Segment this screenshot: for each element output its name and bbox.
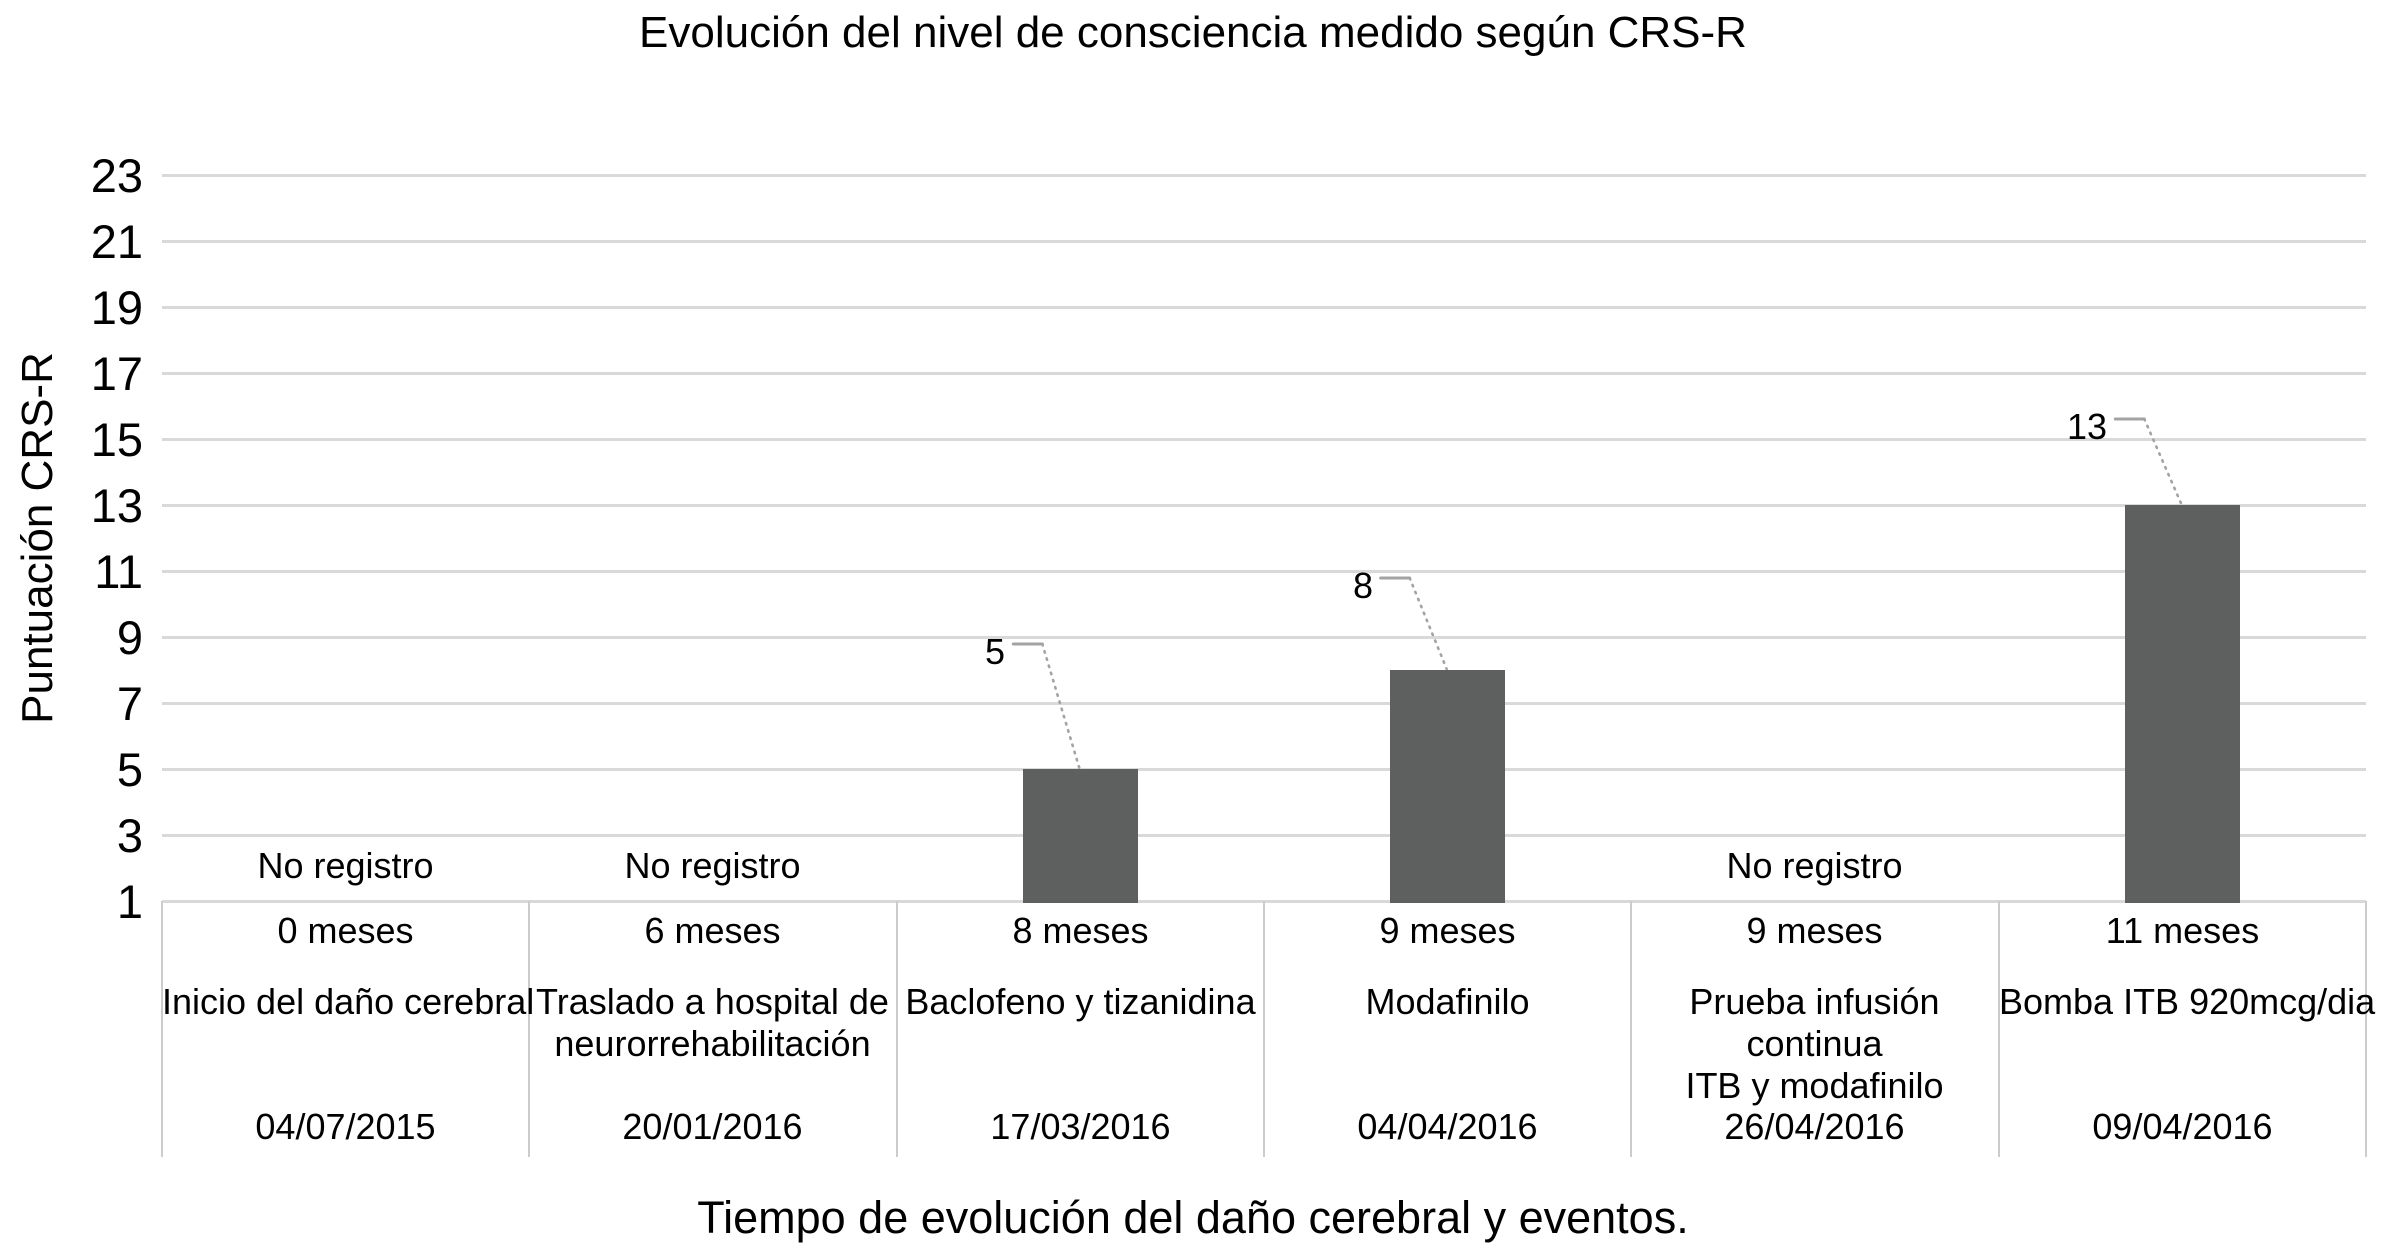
- category-months-label: 8 meses: [1012, 910, 1149, 951]
- category-date-label: 26/04/2016: [1724, 1106, 1905, 1147]
- category-divider: [528, 901, 530, 1157]
- category-event-label: Baclofeno y tizanidina: [905, 981, 1256, 1022]
- y-tick-label: 11: [94, 545, 143, 598]
- x-axis-title: Tiempo de evolución del daño cerebral y …: [697, 1192, 1689, 1243]
- category-event-label: Inicio del daño cerebral: [162, 981, 535, 1022]
- gridline: [162, 240, 2366, 243]
- category-months-label: 0 meses: [277, 910, 414, 951]
- category-date-label: 04/04/2016: [1357, 1106, 1538, 1147]
- category-event-label: Prueba infusión: [1689, 981, 1940, 1022]
- gridline: [162, 306, 2366, 309]
- category-date-label: 04/07/2015: [255, 1106, 436, 1147]
- category-months-label: 11 meses: [2105, 910, 2260, 951]
- leader-line: [1041, 642, 1081, 770]
- leader-line: [2143, 417, 2183, 506]
- y-tick-label: 15: [90, 413, 143, 466]
- chart-title: Evolución del nivel de consciencia medid…: [639, 8, 1747, 57]
- gridline: [162, 438, 2366, 441]
- category-date-label: 20/01/2016: [622, 1106, 803, 1147]
- category-event-label: Traslado a hospital de: [536, 981, 889, 1022]
- bar: [2125, 505, 2240, 903]
- gridline: [162, 504, 2366, 507]
- y-tick-label: 9: [116, 611, 143, 664]
- bar-value-label: 8: [1352, 565, 1373, 606]
- category-divider: [1630, 901, 1632, 1157]
- category-date-label: 09/04/2016: [2092, 1106, 2273, 1147]
- no-data-label: No registro: [624, 845, 801, 886]
- category-event-label: Bomba ITB 920mcg/dia: [1999, 981, 2376, 1022]
- no-data-label: No registro: [257, 845, 434, 886]
- category-divider: [161, 901, 163, 1157]
- y-tick-label: 17: [90, 347, 143, 400]
- y-tick-label: 1: [116, 875, 143, 928]
- category-divider: [2365, 901, 2367, 1157]
- bar: [1023, 769, 1138, 903]
- no-data-label: No registro: [1726, 845, 1903, 886]
- gridline: [162, 570, 2366, 573]
- category-months-label: 9 meses: [1746, 910, 1883, 951]
- y-tick-label: 7: [116, 677, 143, 730]
- y-tick-label: 23: [90, 149, 143, 202]
- gridline: [162, 834, 2366, 837]
- bar: [1390, 670, 1505, 903]
- bar-value-label: 13: [2066, 406, 2107, 447]
- category-event-label: ITB y modafinilo: [1685, 1065, 1944, 1106]
- category-divider: [1998, 901, 2000, 1157]
- y-tick-label: 21: [90, 215, 143, 268]
- category-event-label: Modafinilo: [1365, 981, 1530, 1022]
- gridline: [162, 768, 2366, 771]
- y-tick-label: 3: [116, 809, 143, 862]
- gridline: [162, 174, 2366, 177]
- gridline: [162, 372, 2366, 375]
- category-divider: [896, 901, 898, 1157]
- y-tick-label: 13: [90, 479, 143, 532]
- category-months-label: 9 meses: [1379, 910, 1516, 951]
- y-tick-label: 19: [90, 281, 143, 334]
- bar-value-label: 5: [984, 631, 1005, 672]
- category-event-label: neurorrehabilitación: [554, 1023, 871, 1064]
- category-date-label: 17/03/2016: [990, 1106, 1171, 1147]
- leader-line: [1408, 576, 1448, 671]
- y-axis-title: Puntuación CRS-R: [13, 352, 62, 724]
- gridline: [162, 702, 2366, 705]
- category-event-label: continua: [1746, 1023, 1883, 1064]
- category-months-label: 6 meses: [644, 910, 781, 951]
- gridline: [162, 636, 2366, 639]
- category-divider: [1263, 901, 1265, 1157]
- y-tick-label: 5: [116, 743, 143, 796]
